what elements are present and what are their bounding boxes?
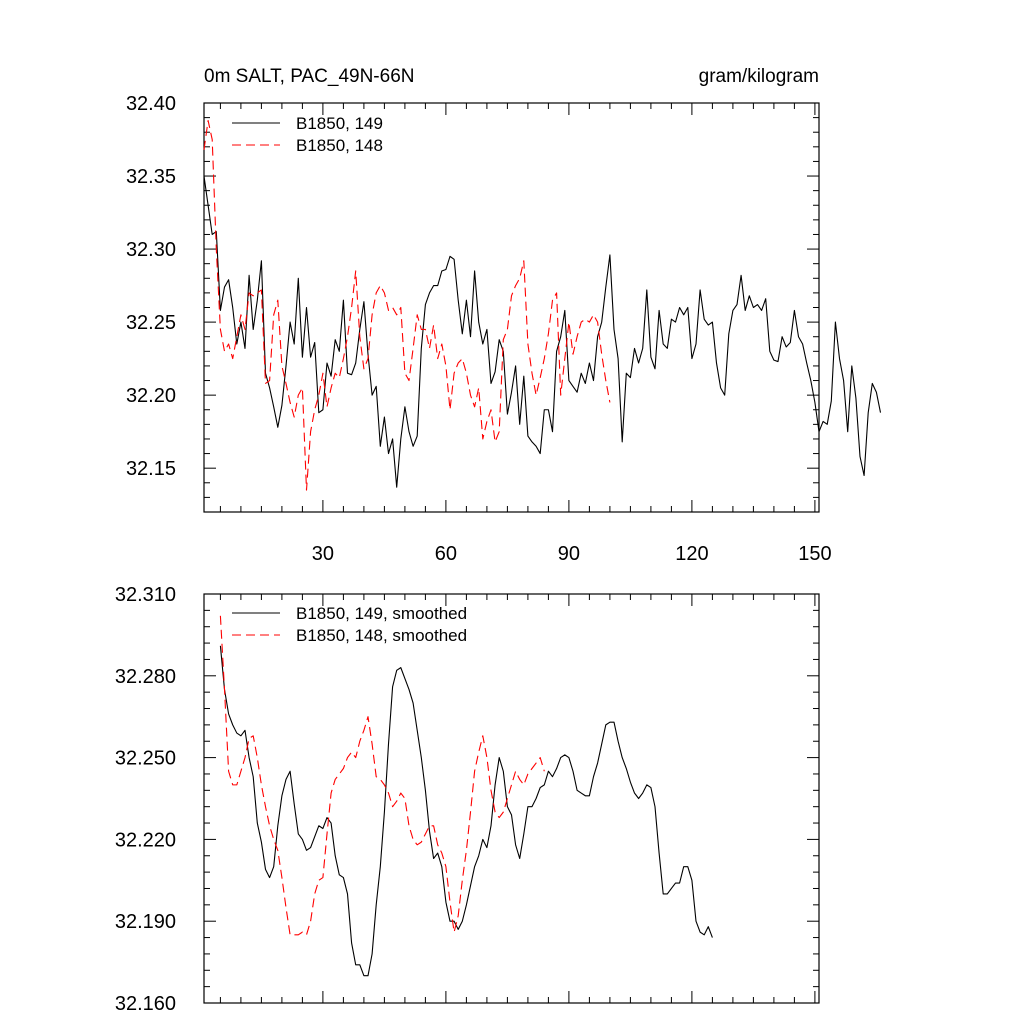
bottom-series-lines	[219, 615, 713, 977]
panel-top: 0m SALT, PAC_49N-66N gram/kilogram 32.15…	[126, 66, 882, 565]
top-xtick-label: 150	[798, 543, 831, 565]
panel-bottom: 32.160 32.190 32.220 32.250 32.280 32.310 B18…	[115, 584, 820, 1015]
bottom-ytick-label: 32.190	[115, 911, 176, 933]
top-ytick-label: 32.20	[126, 385, 176, 407]
top-ytick-label: 32.40	[126, 93, 176, 115]
top-ytick-label: 32.15	[126, 458, 176, 480]
top-axis-ticks: 32.15 32.20 32.25 32.30 32.35 32.40 30 60 90 120 1…	[126, 93, 832, 565]
top-legend-label-148: B1850, 148	[296, 136, 383, 155]
bottom-ytick-label: 32.310	[115, 584, 176, 606]
top-xtick-label: 90	[558, 543, 580, 565]
bottom-plot-frame	[203, 593, 820, 1004]
top-series-line-149	[203, 175, 882, 488]
top-ytick-label: 32.35	[126, 166, 176, 188]
bottom-legend-label-148: B1850, 148, smoothed	[296, 626, 467, 645]
top-ytick-label: 32.25	[126, 312, 176, 334]
top-series-lines	[203, 119, 882, 491]
top-legend-label-149: B1850, 149	[296, 114, 383, 133]
bottom-ytick-label: 32.280	[115, 666, 176, 688]
bottom-legend-label-149: B1850, 149, smoothed	[296, 604, 467, 623]
top-title-right: gram/kilogram	[699, 66, 819, 87]
top-xtick-label: 60	[435, 543, 457, 565]
bottom-series-line-149	[219, 645, 713, 977]
top-title-left: 0m SALT, PAC_49N-66N	[204, 66, 415, 87]
bottom-ytick-label: 32.250	[115, 748, 176, 770]
top-xtick-label: 30	[312, 543, 334, 565]
bottom-ytick-label: 32.160	[115, 993, 176, 1015]
bottom-legend: B1850, 149, smoothed B1850, 148, smoothe…	[232, 604, 467, 645]
bottom-series-line-148	[219, 615, 545, 936]
bottom-ytick-label: 32.220	[115, 829, 176, 851]
bottom-axis-ticks: 32.160 32.190 32.220 32.250 32.280 32.310	[115, 584, 819, 1015]
top-xtick-label: 120	[675, 543, 708, 565]
top-series-line-148	[203, 119, 611, 491]
top-ytick-label: 32.30	[126, 239, 176, 261]
top-legend: B1850, 149 B1850, 148	[232, 114, 383, 155]
